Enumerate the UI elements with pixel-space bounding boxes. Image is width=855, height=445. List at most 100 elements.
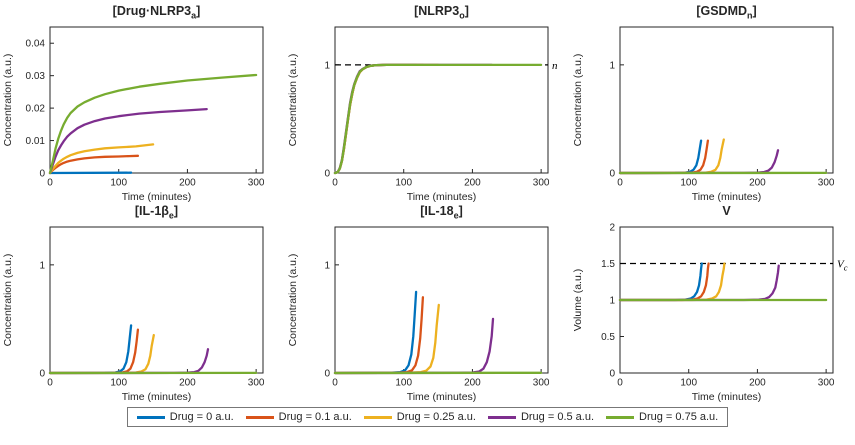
svg-text:0: 0 — [47, 378, 53, 389]
subplot-il18e: [IL-18e] 0 100 200 300 0 1 Time (minutes) Conce… — [285, 203, 570, 403]
svg-text:200: 200 — [749, 378, 766, 389]
title-subscript: e — [453, 210, 459, 221]
subplot-volume: V 0 100 200 300 0 0.5 1 1.5 2 Vc Time (minutes) Vol… — [570, 203, 855, 403]
svg-text:1: 1 — [609, 296, 615, 307]
chart-plot-area-il1be: 0 100 200 300 0 1 Time (minutes) Concentration … — [0, 220, 285, 403]
legend-label-drug-075: Drug = 0.75 a.u. — [639, 411, 719, 423]
svg-text:0: 0 — [324, 369, 330, 380]
svg-text:0: 0 — [332, 378, 338, 389]
svg-text:100: 100 — [680, 178, 697, 189]
svg-text:0: 0 — [617, 178, 623, 189]
legend-item-drug-025: Drug = 0.25 a.u. — [363, 411, 476, 423]
chart-title-il18e: [IL-18e] — [335, 204, 548, 221]
svg-text:200: 200 — [179, 178, 196, 189]
svg-text:0: 0 — [609, 169, 615, 180]
svg-text:300: 300 — [533, 178, 550, 189]
svg-text:0: 0 — [39, 369, 45, 380]
legend-label-drug-05: Drug = 0.5 a.u. — [520, 411, 595, 423]
title-text: [IL-1β — [134, 204, 169, 218]
svg-text:1: 1 — [39, 260, 45, 271]
svg-text:300: 300 — [248, 378, 265, 389]
svg-text:100: 100 — [110, 378, 127, 389]
svg-text:300: 300 — [533, 378, 550, 389]
title-subscript: n — [747, 10, 753, 21]
svg-text:0: 0 — [324, 169, 330, 180]
title-text: V — [722, 204, 731, 218]
svg-text:0.04: 0.04 — [26, 39, 46, 50]
title-subscript: e — [168, 210, 174, 221]
svg-text:1.5: 1.5 — [601, 259, 615, 270]
svg-text:200: 200 — [464, 378, 481, 389]
title-text: ] — [458, 204, 463, 218]
chart-plot-area-gsdmdn: 0 100 200 300 0 1 Time (minutes) Concentration … — [570, 20, 855, 203]
svg-text:Concentration (a.u.): Concentration (a.u.) — [287, 54, 299, 147]
subplot-il1be: [IL-1βe] 0 100 200 300 0 1 Time (minutes) Conce… — [0, 203, 285, 403]
svg-text:200: 200 — [179, 378, 196, 389]
svg-text:0: 0 — [39, 169, 45, 180]
legend-item-drug-075: Drug = 0.75 a.u. — [606, 411, 718, 423]
legend-label-drug-0: Drug = 0 a.u. — [169, 411, 234, 423]
legend-line-sample-drug-025 — [363, 415, 392, 419]
legend-item-drug-05: Drug = 0.5 a.u. — [487, 411, 595, 423]
svg-text:1: 1 — [324, 60, 330, 71]
legend-line-sample-drug-01 — [245, 415, 274, 419]
svg-text:100: 100 — [395, 178, 412, 189]
title-text: [IL-18 — [420, 204, 454, 218]
chart-plot-area-nlrp3o: 0 100 200 300 0 1 n Time (minutes) Concentration… — [285, 20, 570, 203]
svg-text:0: 0 — [332, 178, 338, 189]
title-text: ] — [196, 4, 201, 18]
svg-text:0.01: 0.01 — [26, 136, 46, 147]
subplot-nlrp3o: [NLRP3o] 0 100 200 300 0 1 n Time (minutes) Conc… — [285, 3, 570, 203]
chart-plot-area-volume: 0 100 200 300 0 1 Time (minutes) Concentration … — [285, 220, 570, 403]
chart-title-nlrp3o: [NLRP3o] — [335, 4, 548, 21]
subplot-drug-nlrp3a: [Drug·NLRP3a] 0 100 200 300 0 0.01 0.02 0.03 0.0… — [0, 3, 285, 203]
chart-title-gsdmdn: [GSDMDn] — [620, 4, 833, 21]
svg-text:1: 1 — [609, 60, 615, 71]
svg-text:2: 2 — [609, 223, 615, 234]
chart-title-volume: V — [620, 204, 833, 221]
title-subscript: a — [191, 10, 197, 21]
svg-text:0: 0 — [47, 178, 53, 189]
chart-plot-area-volume: 0 100 200 300 0 0.5 1 1.5 2 Vc Time (minutes) Volum… — [570, 220, 855, 404]
legend-line-sample-drug-0 — [136, 415, 165, 419]
svg-text:1: 1 — [324, 260, 330, 271]
svg-text:Time (minutes): Time (minutes) — [122, 391, 192, 403]
svg-text:Time (minutes): Time (minutes) — [692, 191, 762, 203]
svg-text:300: 300 — [248, 178, 265, 189]
legend-row: Drug = 0 a.u. Drug = 0.1 a.u. Drug = 0.2… — [0, 403, 855, 445]
title-text: [GSDMD — [696, 4, 748, 18]
chart-title-drug-nlrp3a: [Drug·NLRP3a] — [50, 4, 263, 21]
svg-text:100: 100 — [110, 178, 127, 189]
subplot-gsdmdn: [GSDMDn] 0 100 200 300 0 1 Time (minutes) Conce… — [570, 3, 855, 203]
svg-text:Time (minutes): Time (minutes) — [407, 191, 477, 203]
svg-text:Volume (a.u.): Volume (a.u.) — [572, 269, 584, 331]
svg-text:100: 100 — [395, 378, 412, 389]
svg-text:n: n — [552, 60, 558, 72]
title-text: [Drug·NLRP3 — [112, 4, 192, 18]
svg-text:0.5: 0.5 — [601, 332, 615, 343]
svg-text:0.03: 0.03 — [26, 71, 46, 82]
legend-line-sample-drug-075 — [606, 415, 635, 419]
legend-item-drug-01: Drug = 0.1 a.u. — [245, 411, 352, 423]
svg-text:Concentration (a.u.): Concentration (a.u.) — [287, 254, 299, 347]
svg-text:0.02: 0.02 — [26, 104, 46, 115]
legend-label-drug-01: Drug = 0.1 a.u. — [278, 411, 352, 423]
svg-text:300: 300 — [818, 178, 835, 189]
legend: Drug = 0 a.u. Drug = 0.1 a.u. Drug = 0.2… — [126, 407, 729, 427]
svg-text:200: 200 — [749, 178, 766, 189]
title-text: ] — [464, 4, 469, 18]
svg-text:Time (minutes): Time (minutes) — [692, 391, 762, 403]
svg-text:Vc: Vc — [837, 259, 848, 273]
title-subscript: o — [459, 10, 465, 21]
svg-text:100: 100 — [680, 378, 697, 389]
svg-text:0: 0 — [609, 369, 615, 380]
svg-text:Concentration (a.u.): Concentration (a.u.) — [2, 254, 14, 347]
svg-text:300: 300 — [818, 378, 835, 389]
legend-line-sample-drug-05 — [487, 415, 516, 419]
svg-text:Concentration (a.u.): Concentration (a.u.) — [572, 54, 584, 147]
svg-text:200: 200 — [464, 178, 481, 189]
svg-text:0: 0 — [617, 378, 623, 389]
title-text: ] — [752, 4, 757, 18]
legend-label-drug-025: Drug = 0.25 a.u. — [396, 411, 476, 423]
